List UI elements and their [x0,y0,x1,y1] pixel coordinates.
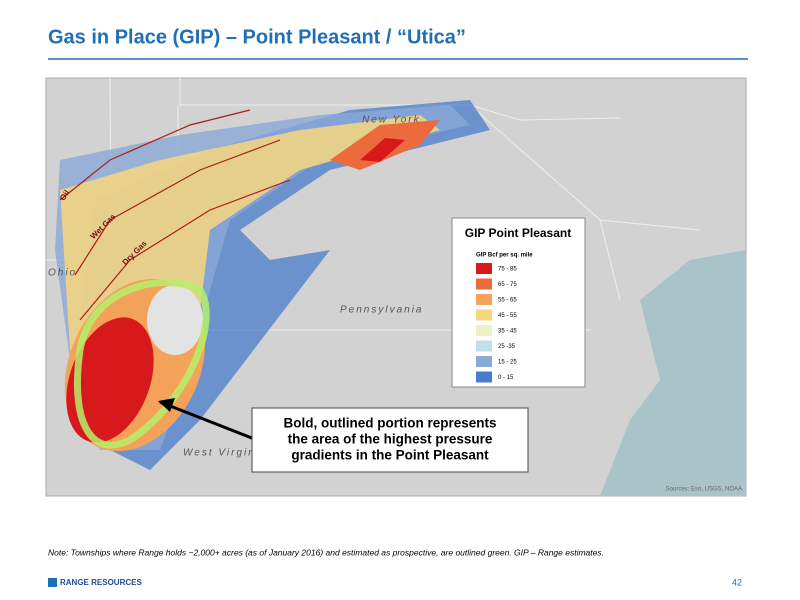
gray-zone [147,285,203,355]
legend-swatch [476,325,492,336]
legend-label: 25 -35 [498,344,516,350]
legend-swatch [476,294,492,305]
gip-zone-85 [66,317,154,443]
state-label: Ohio [48,268,77,279]
legend: GIP Point Pleasant GIP Bcf per sq. mile … [451,217,586,388]
legend-label: 35 - 45 [498,329,517,335]
ocean [600,250,746,496]
footnote: Note: Townships where Range holds ~2,000… [48,547,604,557]
state-label: Pennsylvania [340,305,423,316]
callout-text: the area of the highest pressure [288,432,493,447]
callout-text: Bold, outlined portion represents [283,416,496,431]
legend-label: 0 - 15 [498,375,514,381]
legend-label: 75 - 85 [498,267,517,273]
gip-zone-75 [360,138,405,162]
callout-box [251,407,529,473]
logo-text: RANGE RESOURCES [60,578,142,587]
legend-swatch [476,356,492,367]
legend-subtitle: GIP Bcf per sq. mile [476,253,533,259]
legend-swatch [476,340,492,352]
legend-label: 15 - 25 [498,360,517,366]
callout-arrow [159,400,263,444]
legend-label: 55 - 65 [498,298,517,304]
map-source: Sources: Esri, USGS, NOAA [666,487,742,493]
state-label: New York [362,115,421,126]
map: New York Ohio Pennsylvania West Virginia… [45,77,747,497]
arrowhead [158,398,175,412]
trend-lines [59,109,291,321]
page-number: 42 [732,577,742,587]
callout-text: gradients in the Point Pleasant [291,448,489,463]
legend-label: 45 - 55 [498,313,517,319]
logo-mark [48,578,57,587]
slide-title: Gas in Place (GIP) – Point Pleasant / “U… [48,26,466,48]
legend-box [451,217,586,388]
legend-swatch [476,278,492,290]
state-label: West Virginia [183,448,268,459]
legend-title: GIP Point Pleasant [465,226,571,240]
legend-label: 65 - 75 [498,282,517,288]
highlight-outline [73,279,210,449]
legend-swatch [476,309,492,321]
legend-swatch [476,371,492,383]
legend-swatch [476,263,492,274]
